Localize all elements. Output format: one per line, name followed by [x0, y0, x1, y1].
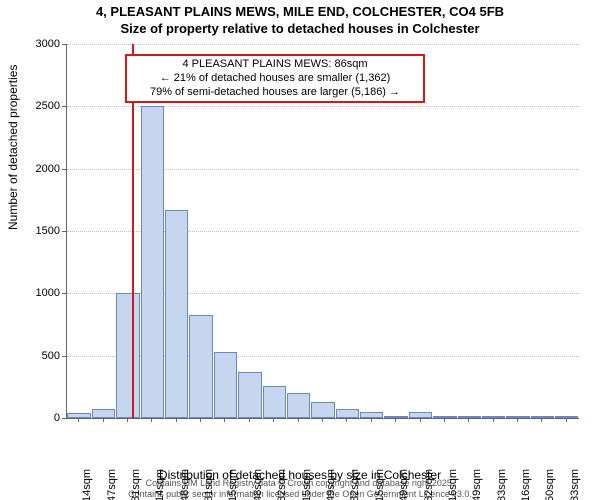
callout-line2: ← 21% of detached houses are smaller (1,…: [133, 72, 417, 86]
callout-box: 4 PLEASANT PLAINS MEWS: 86sqm← 21% of de…: [125, 54, 425, 103]
histogram-bar: [92, 409, 115, 418]
x-tick-mark: [298, 418, 299, 422]
y-tick-mark: [62, 169, 66, 170]
y-tick-label: 1000: [30, 287, 60, 299]
y-tick-label: 3000: [30, 38, 60, 50]
y-tick-mark: [62, 293, 66, 294]
x-tick-label: 315sqm: [301, 469, 313, 500]
plot-area: 4 PLEASANT PLAINS MEWS: 86sqm← 21% of de…: [66, 44, 579, 419]
histogram-bar: [165, 210, 188, 418]
x-tick-label: 683sqm: [569, 469, 581, 500]
x-tick-mark: [322, 418, 323, 422]
y-tick-label: 2000: [30, 163, 60, 175]
x-tick-label: 114sqm: [154, 469, 166, 500]
y-tick-label: 500: [30, 350, 60, 362]
x-tick-mark: [249, 418, 250, 422]
x-tick-mark: [517, 418, 518, 422]
x-tick-label: 549sqm: [471, 469, 483, 500]
callout-line1: 4 PLEASANT PLAINS MEWS: 86sqm: [133, 58, 417, 72]
x-tick-label: 415sqm: [374, 469, 386, 500]
x-tick-mark: [78, 418, 79, 422]
x-tick-mark: [103, 418, 104, 422]
x-tick-mark: [346, 418, 347, 422]
x-tick-mark: [371, 418, 372, 422]
x-tick-label: 248sqm: [252, 469, 264, 500]
x-tick-mark: [541, 418, 542, 422]
x-tick-label: 349sqm: [325, 469, 337, 500]
x-tick-label: 282sqm: [276, 469, 288, 500]
histogram-bar: [336, 409, 359, 418]
x-tick-mark: [127, 418, 128, 422]
y-tick-mark: [62, 106, 66, 107]
histogram-bar: [263, 386, 286, 418]
x-tick-mark: [420, 418, 421, 422]
x-tick-mark: [395, 418, 396, 422]
x-tick-mark: [224, 418, 225, 422]
histogram-bar: [141, 106, 164, 418]
y-tick-mark: [62, 231, 66, 232]
y-axis-label: Number of detached properties: [6, 65, 20, 230]
histogram-bar: [189, 315, 212, 418]
gridline: [67, 44, 579, 45]
x-tick-label: 14sqm: [81, 469, 93, 500]
x-tick-label: 181sqm: [203, 469, 215, 500]
x-tick-mark: [176, 418, 177, 422]
chart-title-line1: 4, PLEASANT PLAINS MEWS, MILE END, COLCH…: [0, 4, 600, 19]
y-tick-label: 2500: [30, 100, 60, 112]
x-tick-mark: [444, 418, 445, 422]
x-tick-label: 382sqm: [349, 469, 361, 500]
histogram-bar: [311, 402, 334, 418]
x-tick-label: 650sqm: [544, 469, 556, 500]
x-tick-label: 449sqm: [398, 469, 410, 500]
histogram-bar: [287, 393, 310, 418]
x-tick-label: 516sqm: [447, 469, 459, 500]
x-tick-mark: [273, 418, 274, 422]
x-tick-label: 482sqm: [423, 469, 435, 500]
histogram-bar: [238, 372, 261, 418]
x-tick-label: 616sqm: [520, 469, 532, 500]
y-tick-mark: [62, 418, 66, 419]
chart-root: 4, PLEASANT PLAINS MEWS, MILE END, COLCH…: [0, 0, 600, 500]
x-tick-label: 583sqm: [496, 469, 508, 500]
histogram-bar: [116, 293, 139, 418]
x-tick-mark: [151, 418, 152, 422]
chart-title-line2: Size of property relative to detached ho…: [0, 21, 600, 36]
y-tick-mark: [62, 356, 66, 357]
y-tick-label: 0: [30, 412, 60, 424]
y-tick-label: 1500: [30, 225, 60, 237]
x-tick-label: 148sqm: [179, 469, 191, 500]
histogram-bar: [214, 352, 237, 418]
x-tick-mark: [468, 418, 469, 422]
x-tick-mark: [493, 418, 494, 422]
x-tick-label: 47sqm: [106, 469, 118, 500]
x-tick-mark: [566, 418, 567, 422]
callout-line3: 79% of semi-detached houses are larger (…: [133, 86, 417, 100]
x-tick-mark: [200, 418, 201, 422]
x-tick-label: 215sqm: [227, 469, 239, 500]
x-tick-label: 81sqm: [130, 469, 142, 500]
y-tick-mark: [62, 44, 66, 45]
